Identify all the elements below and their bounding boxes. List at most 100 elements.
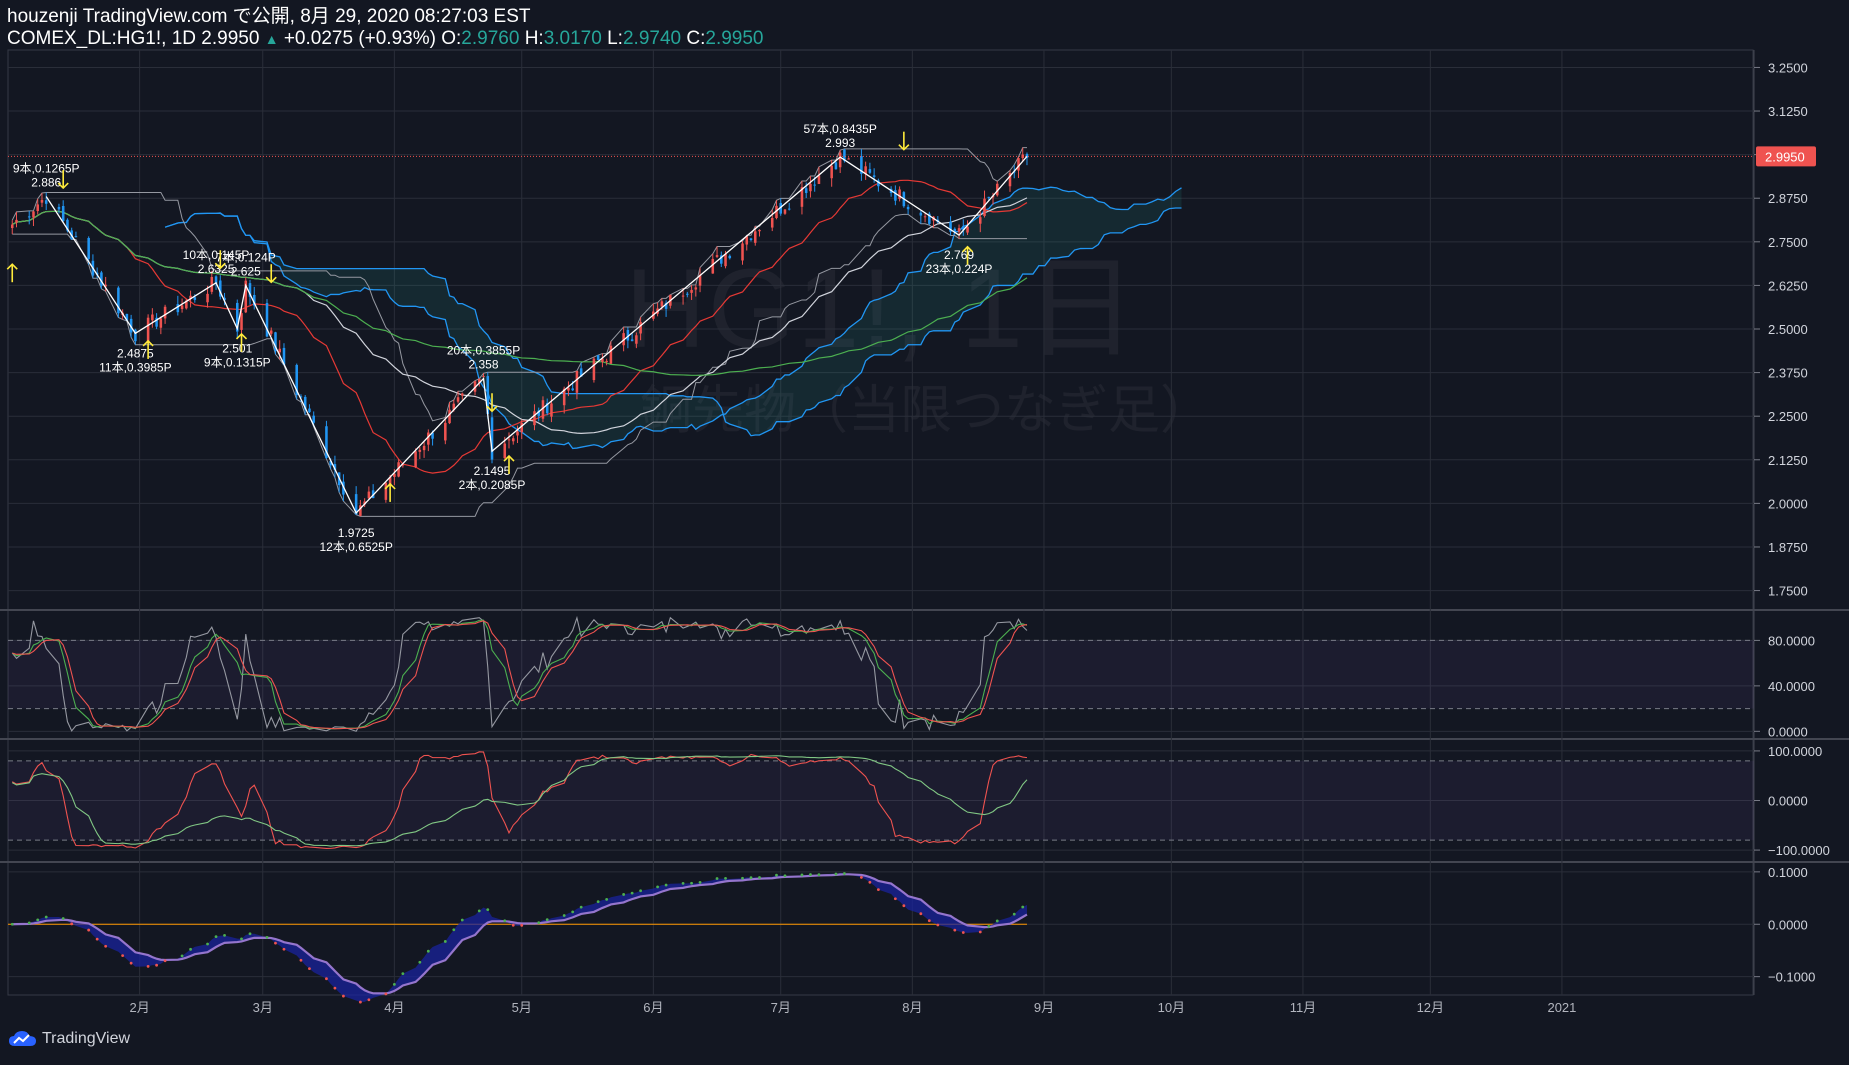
candle [176,295,180,316]
candle-body [813,184,816,186]
candle [894,185,897,206]
price-change: +0.0275 (+0.93%) [283,28,436,49]
x-tick-label: 4月 [384,1000,404,1015]
candle-body [274,332,277,352]
candle-body [698,274,702,286]
macd-dot [214,935,218,938]
macd-dot [299,958,303,962]
candle-body [545,403,549,414]
stoch-d-line [12,620,1028,730]
candle [185,298,188,310]
macd-dot [987,925,991,928]
candle-body [427,432,430,445]
candle [864,161,867,180]
candle [720,251,723,267]
symbol-name[interactable]: COMEX_DL:HG1!, 1D [7,28,196,49]
macd-dot [189,947,192,951]
candle-body [363,501,366,505]
candle [868,162,872,175]
last-price-label: 2.9950 [1765,149,1805,164]
arrow-up-icon [961,245,974,265]
candle [367,486,371,500]
candle [635,332,638,349]
candle-body [804,188,808,193]
candle-body [877,180,880,187]
candle-body [159,318,163,328]
candle-body [503,443,507,459]
stoch-y-tick-label: 0.0000 [1768,724,1808,739]
price-y-tick-label: 2.6250 [1768,278,1808,293]
candle-body [444,422,447,441]
candle-body [151,314,154,321]
macd-dot [690,881,693,885]
macd-dot [834,872,838,876]
annotation-text: 2.6325 [198,262,235,276]
candle-body [533,411,536,426]
candle-body [562,388,566,406]
candle [507,432,511,449]
candle-body [962,226,965,230]
candle-body [953,228,957,232]
candle-body [117,287,120,314]
candle [354,486,358,515]
candle-body [486,376,490,414]
macd-dot [1012,912,1016,916]
candle [282,343,286,366]
macd-dot [953,928,957,932]
candle-body [745,236,749,245]
candle [592,357,596,383]
macd-dot [817,873,821,877]
candle-body [872,175,876,177]
candle-body [898,189,901,199]
macd-dot [893,897,897,901]
candle-body [626,329,630,341]
candle-body [622,333,625,346]
candle [698,267,702,293]
candle [219,275,222,300]
candle-body [125,313,129,321]
candle-body [240,313,243,330]
candle-body [770,218,774,228]
candle-body [507,439,511,441]
macd-dot [452,928,456,932]
candle-body [461,393,464,396]
candle-body [715,255,719,257]
candle [983,190,986,218]
arrow-up-icon [384,482,396,502]
candle-body [596,355,600,361]
candle [545,398,549,416]
annotation-text: 12本,0.6525P [319,540,392,554]
annotation-text: 2.769 [944,248,974,262]
macd-dot [358,1000,362,1004]
candle-body [1025,154,1029,158]
candle-body [520,422,524,433]
candle [770,209,774,232]
candle [550,394,553,423]
candle [15,211,18,228]
candle-body [686,293,689,295]
candle [758,229,761,237]
candle [579,362,583,377]
annotation-text: 2.4875 [117,346,154,360]
macd-dot [698,880,702,884]
candle [511,435,515,445]
macd-dot [325,977,328,981]
tradingview-logo[interactable]: TradingView [8,1030,130,1048]
candle-body [180,305,184,310]
macd-dot [571,910,575,914]
macd-dot [265,935,269,939]
macd-dot [240,937,243,941]
candle [1008,170,1012,192]
candle-body [860,156,863,174]
x-tick-label: 7月 [771,1000,791,1015]
arrow-down-icon [214,250,226,270]
candle [834,160,838,170]
candle-body [635,335,638,344]
candle [541,396,545,423]
macd-dot [749,876,753,880]
candle-body [325,426,328,459]
candle-body [482,376,485,378]
candle [414,448,417,469]
